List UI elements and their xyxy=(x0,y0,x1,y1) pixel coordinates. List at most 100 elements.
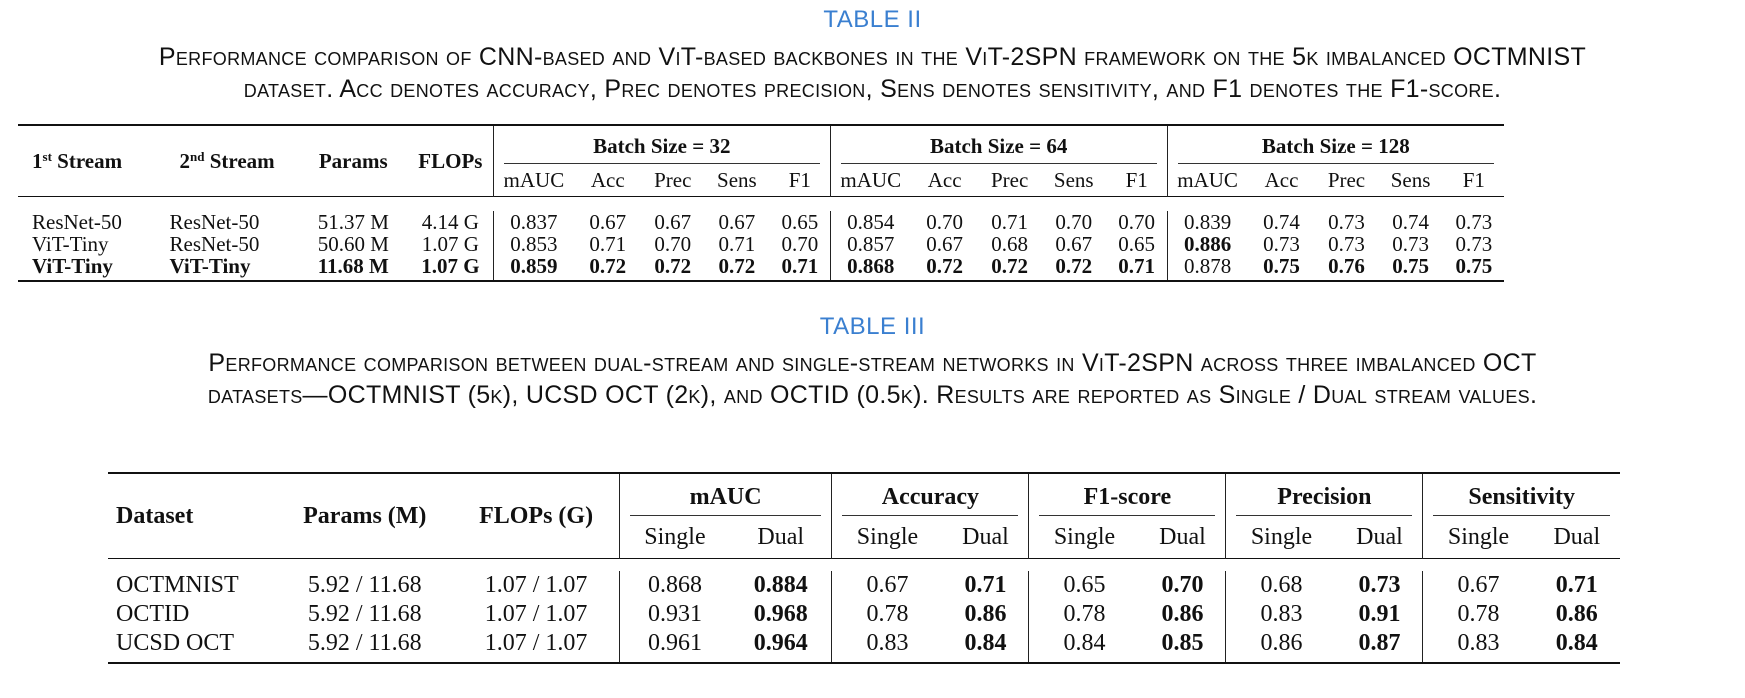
metric-header-64-3: Sens xyxy=(1053,167,1094,192)
subheader-single: Single xyxy=(1225,516,1337,559)
value-cell: 0.86 xyxy=(1555,601,1598,627)
header-sensitivity: Sensitivity xyxy=(1422,472,1620,516)
table3-label: TABLE III xyxy=(819,313,926,340)
value-cell: 0.72 xyxy=(573,255,642,282)
header-params-m: Params (M) xyxy=(276,472,454,559)
value-cell: 0.65 xyxy=(1028,571,1140,600)
value-cell: 0.86 xyxy=(1225,629,1337,664)
value-cell: 0.74 xyxy=(1392,210,1429,234)
header-flops: FLOPs xyxy=(407,124,494,197)
value-cell: 0.839 xyxy=(1166,211,1248,233)
stream2-cell: ResNet-50 xyxy=(169,232,260,256)
header-stream2: 2nd Stream xyxy=(155,124,299,197)
value-cell: 0.85 xyxy=(1139,629,1226,664)
table2-metric-header-row: mAUC Acc Prec Sens F1 mAUC Acc Prec Sens F1 mAUC Ac… xyxy=(18,164,1504,197)
header-batch-128: Batch Size = 128 xyxy=(1166,124,1504,164)
table3-body: OCTMNIST 5.92 / 11.68 1.07 / 1.07 0.868 0.88… xyxy=(108,571,1620,664)
stream1-cell: ViT-Tiny xyxy=(32,232,109,256)
params-cell: 51.37 M xyxy=(317,210,389,234)
value-cell: 0.72 xyxy=(703,255,770,282)
value-cell: 0.71 xyxy=(964,572,1007,598)
value-cell: 0.70 xyxy=(781,232,819,256)
table-row: ViT-Tiny ResNet-50 50.60 M 1.07 G 0.853 0.71 0… xyxy=(18,233,1504,255)
value-cell: 0.73 xyxy=(1392,232,1429,256)
value-cell: 0.886 xyxy=(1166,233,1248,255)
metric-header-64-4: F1 xyxy=(1125,167,1148,192)
value-cell: 0.837 xyxy=(492,211,574,233)
value-cell: 0.931 xyxy=(618,600,731,629)
subheader-single: Single xyxy=(1028,516,1140,559)
table3: Dataset Params (M) FLOPs (G) mAUC Accura… xyxy=(108,472,1620,664)
table-row: UCSD OCT 5.92 / 11.68 1.07 / 1.07 0.961 0.96… xyxy=(108,629,1620,664)
params-cell: 11.68 M xyxy=(298,255,408,282)
value-cell: 0.75 xyxy=(1443,255,1504,282)
header-params: Params xyxy=(298,124,408,197)
header-batch-32: Batch Size = 32 xyxy=(492,124,831,164)
flops-cell: 4.14 G xyxy=(421,210,479,234)
value-cell: 0.67 xyxy=(1422,571,1534,600)
value-cell: 0.68 xyxy=(1225,571,1337,600)
metric-header-128-1: Acc xyxy=(1264,167,1299,192)
table2-label: TABLE II xyxy=(823,6,922,33)
value-cell: 0.76 xyxy=(1315,255,1378,282)
subheader-dual: Dual xyxy=(757,523,805,550)
value-cell: 0.67 xyxy=(718,210,756,234)
metric-header-32-2: Prec xyxy=(654,167,692,192)
value-cell: 0.868 xyxy=(618,571,731,600)
value-cell: 0.86 xyxy=(964,601,1007,627)
header-mauc: mAUC xyxy=(618,472,832,516)
metric-header-32-1: Acc xyxy=(590,167,625,192)
params-cell: 5.92 / 11.68 xyxy=(276,629,454,664)
value-cell: 0.72 xyxy=(978,255,1041,282)
subheader-single: Single xyxy=(831,516,943,559)
value-cell: 0.78 xyxy=(831,600,943,629)
table2-caption-line2: dataset. Acc denotes accuracy, Prec deno… xyxy=(243,75,1502,103)
header-f1-score: F1-score xyxy=(1028,472,1226,516)
table2-caption-line1: Performance comparison of CNN-based and … xyxy=(158,43,1587,71)
value-cell: 0.70 xyxy=(1161,572,1204,598)
value-cell: 0.67 xyxy=(1055,232,1093,256)
value-cell: 0.961 xyxy=(618,629,731,664)
table2: 1st Stream 2nd Stream Params FLOPs Batch… xyxy=(18,124,1504,282)
stream2-cell: ViT-Tiny xyxy=(155,255,299,282)
stream1-cell: ResNet-50 xyxy=(32,210,122,234)
value-cell: 0.70 xyxy=(654,232,692,256)
flops-cell: 1.07 / 1.07 xyxy=(484,572,588,598)
value-cell: 0.71 xyxy=(589,232,627,256)
value-cell: 0.73 xyxy=(1455,232,1493,256)
value-cell: 0.72 xyxy=(641,255,704,282)
stream1-cell: ViT-Tiny xyxy=(18,255,156,282)
value-cell: 0.65 xyxy=(781,210,819,234)
value-cell: 0.70 xyxy=(1118,210,1156,234)
metric-header-32-3: Sens xyxy=(717,167,757,192)
subheader-dual: Dual xyxy=(1356,523,1403,550)
value-cell: 0.75 xyxy=(1247,255,1316,282)
value-cell: 0.73 xyxy=(1328,232,1365,256)
metric-header-128-2: Prec xyxy=(1327,167,1366,192)
flops-cell: 1.07 G xyxy=(407,255,494,282)
value-cell: 0.75 xyxy=(1377,255,1444,282)
header-stream1: 1st Stream xyxy=(18,124,156,197)
header-flops-g: FLOPs (G) xyxy=(453,472,620,559)
value-cell: 0.884 xyxy=(753,572,808,598)
flops-cell: 1.07 G xyxy=(421,232,479,256)
value-cell: 0.87 xyxy=(1336,629,1423,664)
subheader-single: Single xyxy=(618,516,731,559)
value-cell: 0.857 xyxy=(829,233,911,255)
value-cell: 0.83 xyxy=(831,629,943,664)
params-cell: 5.92 / 11.68 xyxy=(307,572,422,598)
table-row: ViT-Tiny ViT-Tiny 11.68 M 1.07 G 0.859 0.72 0.… xyxy=(18,255,1504,282)
value-cell: 0.73 xyxy=(1455,210,1493,234)
table-row: OCTID 5.92 / 11.68 1.07 / 1.07 0.931 0.968 0.… xyxy=(108,600,1620,629)
value-cell: 0.67 xyxy=(831,571,943,600)
value-cell: 0.83 xyxy=(1225,600,1337,629)
table-row: ResNet-50 ResNet-50 51.37 M 4.14 G 0.837 0.67… xyxy=(18,211,1504,233)
value-cell: 0.72 xyxy=(1040,255,1107,282)
metric-header-128-4: F1 xyxy=(1462,167,1485,192)
metric-header-32-0: mAUC xyxy=(492,164,574,197)
value-cell: 0.70 xyxy=(926,210,964,234)
value-cell: 0.84 xyxy=(942,629,1029,664)
subheader-dual: Dual xyxy=(1553,523,1601,550)
table3-caption-line2: datasets—OCTMNIST (5k), UCSD OCT (2k), a… xyxy=(207,381,1538,409)
metric-header-32-4: F1 xyxy=(788,167,811,192)
